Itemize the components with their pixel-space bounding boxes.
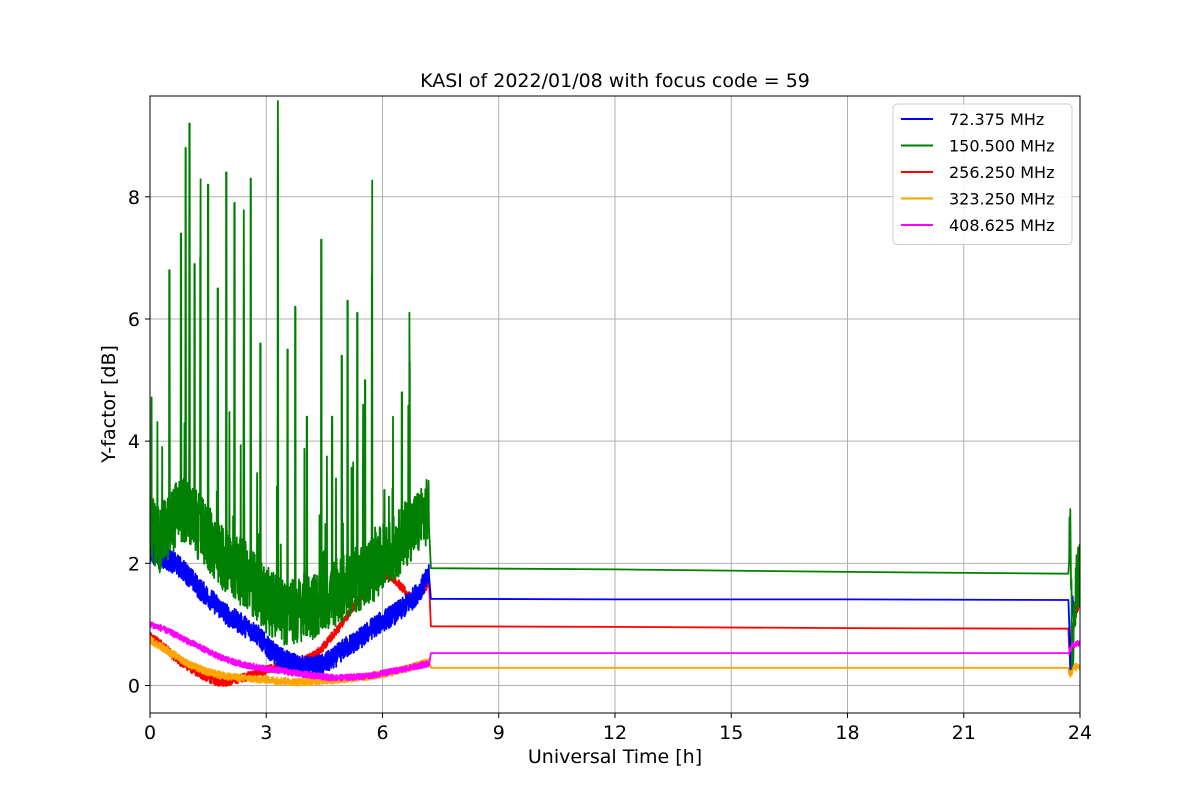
y-tick-label: 2 [128, 553, 140, 575]
x-tick-label: 21 [952, 722, 976, 744]
y-tick-label: 0 [128, 676, 140, 698]
x-tick-label: 24 [1068, 722, 1092, 744]
x-tick-label: 0 [144, 722, 156, 744]
legend-box [892, 103, 1073, 245]
chart-title: KASI of 2022/01/08 with focus code = 59 [420, 70, 810, 92]
y-tick-label: 4 [128, 431, 140, 453]
y-axis-label: Y-factor [dB] [98, 345, 120, 464]
x-tick-label: 6 [376, 722, 388, 744]
x-axis: 0 3 6 9 12 15 18 21 24 [144, 713, 1092, 744]
x-tick-label: 3 [260, 722, 272, 744]
series-line [150, 100, 1080, 672]
legend-label: 408.625 MHz [949, 216, 1054, 235]
x-tick-label: 9 [493, 722, 505, 744]
x-tick-label: 18 [835, 722, 859, 744]
legend-label: 323.250 MHz [949, 190, 1054, 209]
legend: 72.375 MHz 150.500 MHz 256.250 MHz 323.250 … [892, 103, 1073, 245]
legend-label: 256.250 MHz [949, 163, 1054, 182]
series-layer [150, 100, 1080, 687]
legend-label: 72.375 MHz [949, 110, 1044, 129]
x-tick-label: 12 [603, 722, 627, 744]
legend-label: 150.500 MHz [949, 137, 1054, 156]
y-tick-label: 6 [128, 309, 140, 331]
series-line [150, 542, 1080, 679]
y-tick-label: 8 [128, 187, 140, 209]
y-axis: 0 2 4 6 8 [128, 187, 150, 698]
x-axis-label: Universal Time [h] [528, 746, 702, 768]
x-tick-label: 15 [719, 722, 743, 744]
series-line [150, 621, 1080, 682]
